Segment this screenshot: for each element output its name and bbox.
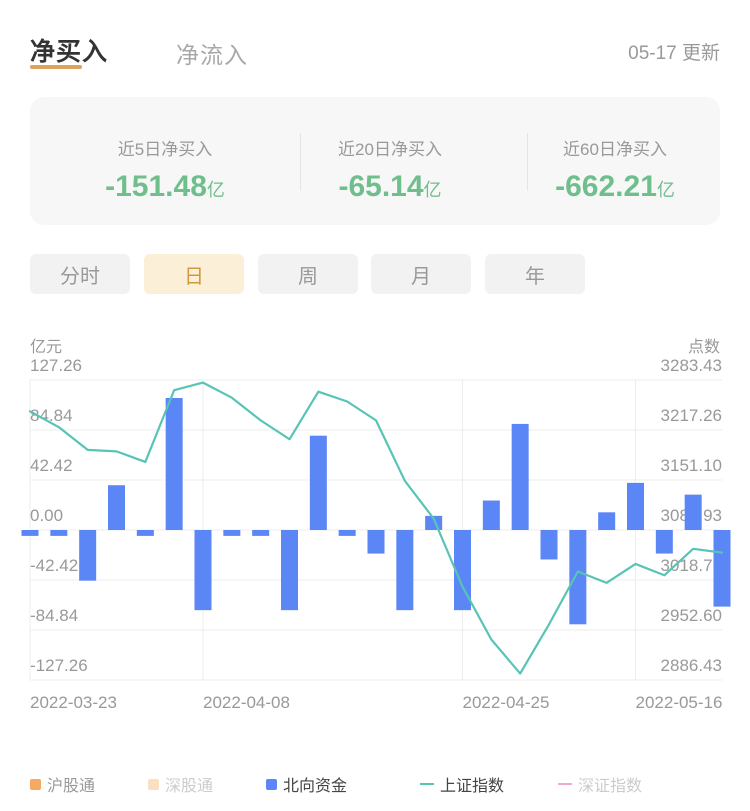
svg-text:3217.26: 3217.26	[661, 406, 722, 425]
svg-text:2022-05-16: 2022-05-16	[636, 693, 723, 712]
svg-text:3018.76: 3018.76	[661, 556, 722, 575]
svg-text:-84.84: -84.84	[30, 606, 78, 625]
svg-text:127.26: 127.26	[30, 356, 82, 375]
svg-text:2022-03-23: 2022-03-23	[30, 693, 117, 712]
svg-text:-127.26: -127.26	[30, 656, 88, 675]
svg-text:3151.10: 3151.10	[661, 456, 722, 475]
svg-text:0.00: 0.00	[30, 506, 63, 525]
svg-text:2952.60: 2952.60	[661, 606, 722, 625]
svg-text:-42.42: -42.42	[30, 556, 78, 575]
svg-text:2022-04-25: 2022-04-25	[463, 693, 550, 712]
svg-text:2022-04-08: 2022-04-08	[203, 693, 290, 712]
svg-text:42.42: 42.42	[30, 456, 73, 475]
svg-text:3283.43: 3283.43	[661, 356, 722, 375]
svg-text:2886.43: 2886.43	[661, 656, 722, 675]
